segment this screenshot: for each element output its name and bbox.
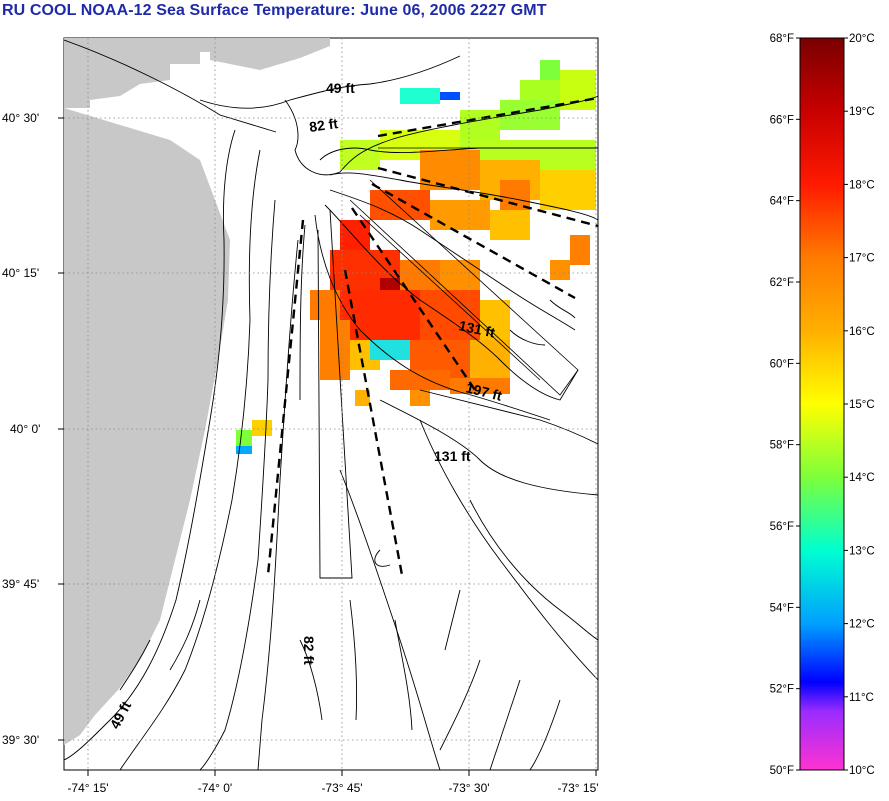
frame-ticks	[58, 117, 597, 776]
depth-label: 82 ft	[308, 115, 339, 135]
gridlines	[64, 38, 598, 770]
colorbar-f-label: 50°F	[770, 765, 794, 777]
depth-label: 131 ft	[434, 448, 471, 464]
colorbar-celsius-labels: 20°C 19°C 18°C 17°C 16°C 15°C 14°C 13°C 12°C 11°C…	[849, 33, 875, 777]
colorbar-f-label: 62°F	[770, 277, 794, 289]
colorbar-c-label: 20°C	[849, 33, 875, 45]
lat-label: 40° 30'	[2, 111, 39, 125]
colorbar-ticks	[796, 37, 848, 771]
lon-label: -73° 15'	[557, 781, 598, 795]
depth-label: 131 ft	[457, 317, 496, 340]
colorbar-fahrenheit-labels: 68°F 66°F 64°F 62°F 60°F 58°F 56°F 54°F 52°F 50°F	[770, 33, 794, 777]
colorbar-f-label: 54°F	[770, 602, 794, 614]
lat-label: 39° 45'	[2, 577, 39, 591]
map-title: RU COOL NOAA-12 Sea Surface Temperature:…	[2, 2, 547, 19]
colorbar-f-label: 52°F	[770, 684, 794, 696]
lon-label: -73° 45'	[321, 781, 362, 795]
colorbar-f-label: 56°F	[770, 521, 794, 533]
depth-label: 82 ft	[301, 636, 317, 665]
colorbar-c-label: 18°C	[849, 179, 875, 191]
depth-label: 49 ft	[326, 80, 355, 96]
colorbar-c-label: 14°C	[849, 472, 875, 484]
colorbar-c-label: 11°C	[849, 692, 874, 704]
colorbar-c-label: 10°C	[849, 765, 875, 777]
colorbar-f-label: 60°F	[770, 358, 794, 370]
colorbar-c-label: 16°C	[849, 326, 875, 338]
colorbar-c-label: 13°C	[849, 545, 875, 557]
transect-lines	[349, 147, 598, 396]
colorbar-c-label: 17°C	[849, 253, 875, 265]
lon-label: -74° 15'	[67, 781, 108, 795]
colorbar-c-label: 12°C	[849, 619, 875, 631]
colorbar-f-label: 58°F	[770, 440, 794, 452]
land-mass	[64, 38, 240, 745]
lon-label: -73° 30'	[448, 781, 489, 795]
lat-label: 40° 0'	[10, 422, 40, 436]
colorbar	[799, 37, 845, 771]
colorbar-f-label: 68°F	[770, 33, 794, 45]
colorbar-c-label: 15°C	[849, 399, 875, 411]
lon-label: -74° 0'	[198, 781, 232, 795]
lat-label: 39° 30'	[2, 733, 39, 747]
glider-tracks	[266, 96, 598, 576]
bathymetry-contours	[64, 39, 598, 770]
colorbar-c-label: 19°C	[849, 106, 875, 118]
colorbar-f-label: 66°F	[770, 114, 794, 126]
lat-label: 40° 15'	[2, 266, 39, 280]
land-north	[210, 38, 330, 70]
colorbar-f-label: 64°F	[770, 196, 794, 208]
